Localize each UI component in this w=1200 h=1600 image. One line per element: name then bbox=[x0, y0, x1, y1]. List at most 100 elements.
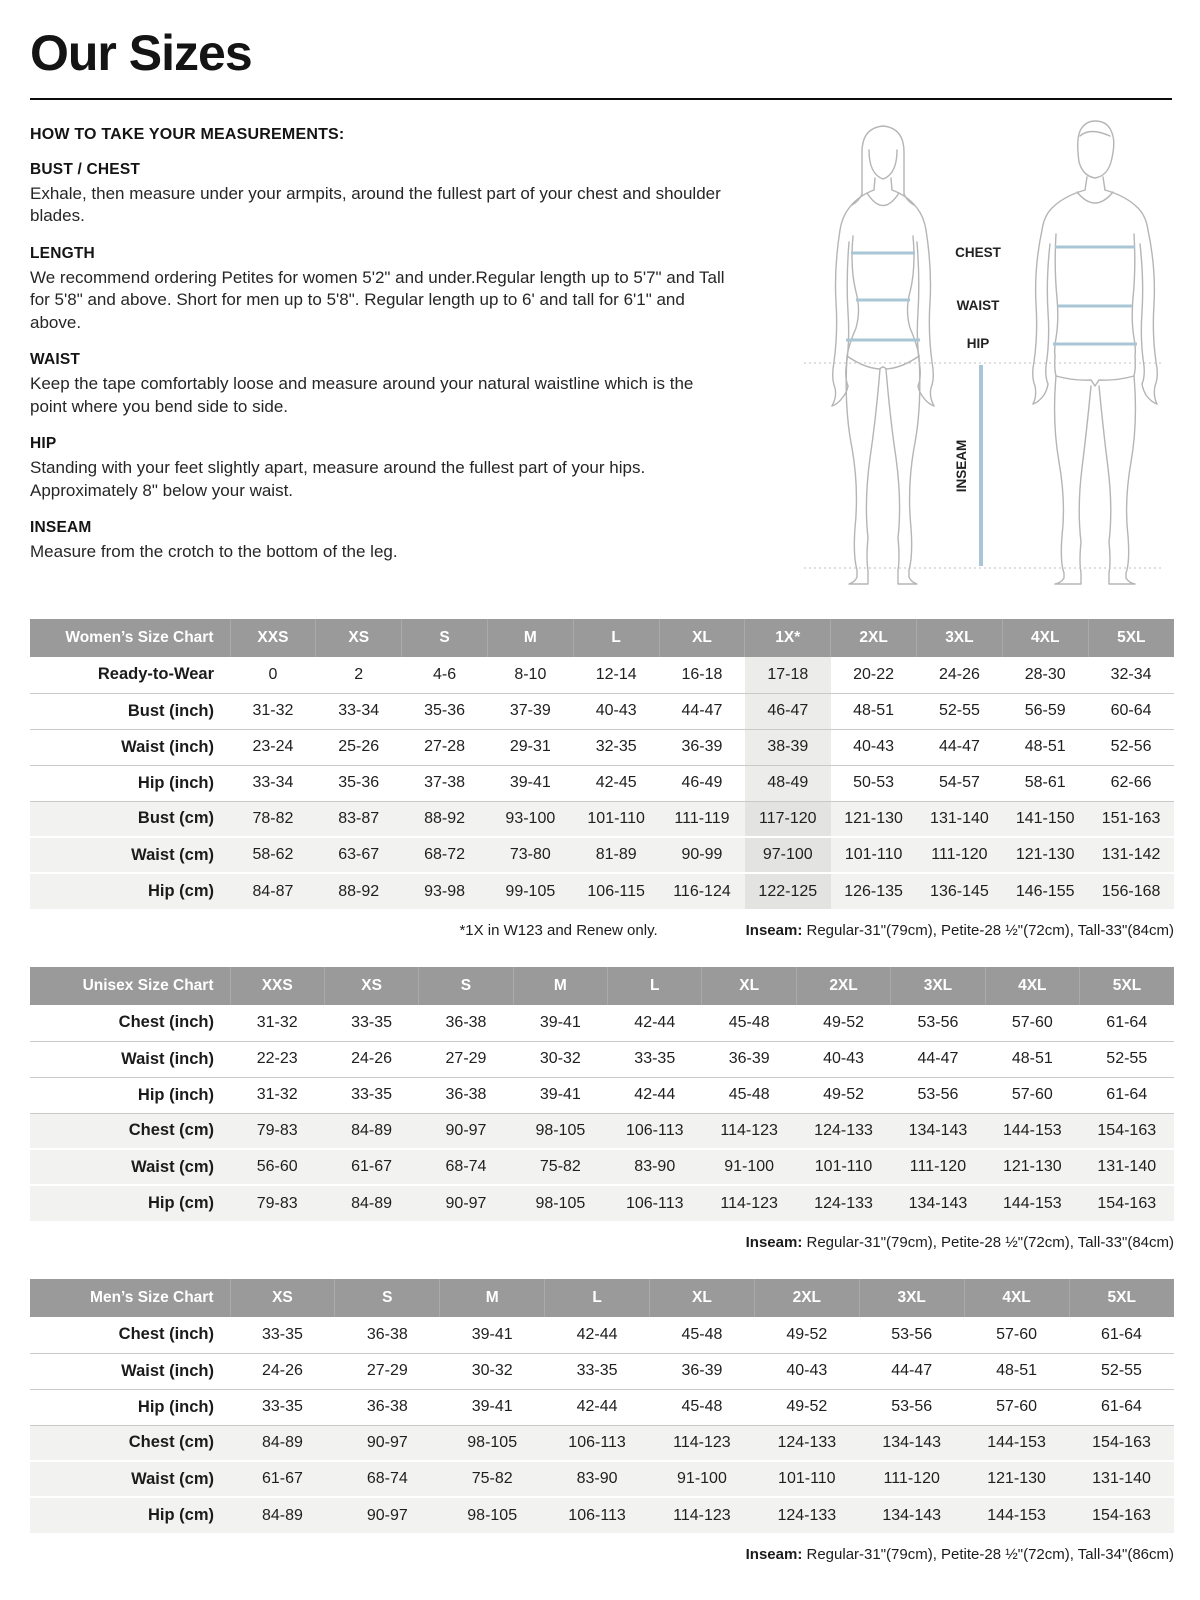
male-figure-outline bbox=[1032, 120, 1158, 585]
column-header: 3XL bbox=[890, 967, 986, 1005]
size-value: 52-55 bbox=[1101, 1362, 1142, 1379]
size-value: 33-35 bbox=[351, 1013, 393, 1031]
table-title: Women’s Size Chart bbox=[30, 619, 230, 657]
column-header: 1X* bbox=[744, 619, 831, 657]
size-value: 32-35 bbox=[595, 738, 637, 755]
size-value: 122-125 bbox=[744, 873, 831, 909]
size-value: 61-67 bbox=[261, 1470, 303, 1487]
size-value: 39-41 bbox=[539, 1086, 581, 1103]
table-row: Chest (inch) 31-32 33-35 36-38 39-41 42-44 45-… bbox=[30, 1005, 1174, 1041]
column-header: XXS bbox=[229, 619, 316, 657]
section-heading: INSEAM bbox=[30, 518, 92, 536]
column-header: 5XL bbox=[1068, 1279, 1174, 1317]
row-label: Ready-to-Wear bbox=[97, 665, 214, 684]
size-value: 151-163 bbox=[1101, 809, 1161, 827]
size-value: 101-110 bbox=[844, 846, 903, 863]
instructions-and-diagram: HOW TO TAKE YOUR MEASUREMENTS: BUST / CH… bbox=[30, 120, 1172, 591]
unisex-size-chart: Unisex Size Chart XXS XS S M L XL 2XL 3XL 4XL 5XL C… bbox=[30, 967, 1174, 1221]
column-header: S bbox=[418, 967, 514, 1005]
size-value: 36-38 bbox=[445, 1013, 487, 1031]
size-value: 134-143 bbox=[882, 1506, 942, 1524]
size-value: 49-52 bbox=[786, 1325, 828, 1343]
size-value: 126-135 bbox=[844, 882, 903, 900]
mens-size-chart: Men’s Size Chart XS S M L XL 2XL 3XL 4XL 5XL Chest… bbox=[30, 1279, 1174, 1533]
size-value: 58-62 bbox=[252, 846, 294, 863]
size-value: 121-130 bbox=[987, 1470, 1046, 1487]
size-value: 52-55 bbox=[1106, 1050, 1148, 1067]
column-header: 3XL bbox=[916, 619, 1003, 657]
size-value: 24-26 bbox=[938, 665, 980, 683]
size-value: 83-90 bbox=[576, 1470, 618, 1487]
size-value: 124-133 bbox=[777, 1506, 837, 1524]
size-value: 154-163 bbox=[1092, 1506, 1151, 1524]
row-label: Hip (inch) bbox=[137, 1397, 214, 1416]
size-value: 38-39 bbox=[744, 729, 831, 765]
size-value: 111-120 bbox=[931, 846, 988, 863]
size-value: 75-82 bbox=[471, 1470, 513, 1487]
size-value: 32-34 bbox=[1110, 665, 1152, 683]
size-value: 33-35 bbox=[634, 1050, 676, 1067]
size-value: 84-89 bbox=[351, 1194, 393, 1212]
size-value: 36-39 bbox=[728, 1050, 770, 1067]
size-value: 68-74 bbox=[366, 1470, 408, 1487]
size-value: 52-56 bbox=[1110, 738, 1152, 755]
size-value: 54-57 bbox=[938, 774, 980, 791]
column-header: 4XL bbox=[984, 967, 1080, 1005]
size-value: 62-66 bbox=[1110, 774, 1152, 791]
size-value: 84-89 bbox=[261, 1433, 303, 1451]
row-label: Waist (inch) bbox=[121, 1361, 214, 1380]
size-value: 48-49 bbox=[744, 765, 831, 801]
size-value: 37-38 bbox=[424, 774, 465, 791]
size-value: 31-32 bbox=[252, 702, 294, 719]
size-value: 141-150 bbox=[1015, 809, 1075, 827]
column-header: S bbox=[334, 1279, 440, 1317]
section-length: LENGTH We recommend ordering Petites for… bbox=[30, 245, 725, 334]
size-value: 90-97 bbox=[445, 1194, 487, 1212]
row-label: Hip (inch) bbox=[137, 1085, 214, 1104]
one-x-footnote: *1X in W123 and Renew only. bbox=[459, 922, 658, 939]
size-value: 42-44 bbox=[634, 1086, 676, 1103]
size-value: 44-47 bbox=[917, 1050, 959, 1067]
size-value: 98-105 bbox=[535, 1194, 586, 1212]
column-header: L bbox=[572, 619, 660, 657]
measurement-diagram-svg: CHEST WAIST HIP INSEAM bbox=[804, 120, 1164, 585]
column-header: 5XL bbox=[1079, 967, 1174, 1005]
table-row: Waist (inch) 23-24 25-26 27-28 29-31 32-35 36-… bbox=[30, 729, 1174, 765]
column-header: 4XL bbox=[963, 1279, 1069, 1317]
size-value: 48-51 bbox=[996, 1362, 1038, 1379]
table-row: Waist (inch) 22-23 24-26 27-29 30-32 33-35 36-… bbox=[30, 1041, 1174, 1077]
size-value: 33-35 bbox=[576, 1362, 618, 1379]
size-value: 36-38 bbox=[445, 1086, 487, 1103]
size-value: 117-120 bbox=[744, 801, 831, 837]
size-value: 98-105 bbox=[467, 1433, 518, 1451]
size-value: 101-110 bbox=[814, 1158, 873, 1175]
row-label: Chest (inch) bbox=[118, 1013, 214, 1032]
section-hip: HIP Standing with your feet slightly apa… bbox=[30, 435, 725, 502]
column-header: S bbox=[401, 619, 488, 657]
inseam-footnote: Inseam: Regular-31"(79cm), Petite-28 ½"(… bbox=[745, 922, 1174, 939]
size-value: 39-41 bbox=[509, 774, 551, 791]
size-value: 131-140 bbox=[930, 809, 989, 827]
column-header: 2XL bbox=[753, 1279, 860, 1317]
section-body: Exhale, then measure under your armpits,… bbox=[30, 184, 721, 226]
size-value: 25-26 bbox=[338, 738, 380, 755]
table-title: Unisex Size Chart bbox=[30, 967, 230, 1005]
size-value: 73-80 bbox=[509, 846, 551, 863]
size-value: 58-61 bbox=[1024, 774, 1066, 791]
size-value: 44-47 bbox=[891, 1362, 933, 1379]
size-value: 45-48 bbox=[728, 1013, 770, 1031]
body-measurement-diagram: CHEST WAIST HIP INSEAM bbox=[796, 116, 1172, 591]
table-row: Chest (cm) 84-89 90-97 98-105 106-113 114-123… bbox=[30, 1425, 1174, 1461]
size-value: 98-105 bbox=[467, 1506, 518, 1524]
size-value: 29-31 bbox=[509, 738, 551, 755]
size-value: 33-35 bbox=[351, 1086, 393, 1103]
size-value: 83-87 bbox=[338, 809, 380, 827]
section-heading: WAIST bbox=[30, 351, 81, 369]
section-body: Keep the tape comfortably loose and meas… bbox=[30, 374, 694, 416]
section-heading: LENGTH bbox=[30, 244, 95, 262]
column-header: L bbox=[544, 1279, 650, 1317]
size-value: 57-60 bbox=[996, 1398, 1038, 1415]
size-value: 78-82 bbox=[252, 809, 294, 827]
table-row: Bust (cm) 78-82 83-87 88-92 93-100 101-110 111… bbox=[30, 801, 1174, 837]
size-value: 33-34 bbox=[338, 702, 380, 719]
